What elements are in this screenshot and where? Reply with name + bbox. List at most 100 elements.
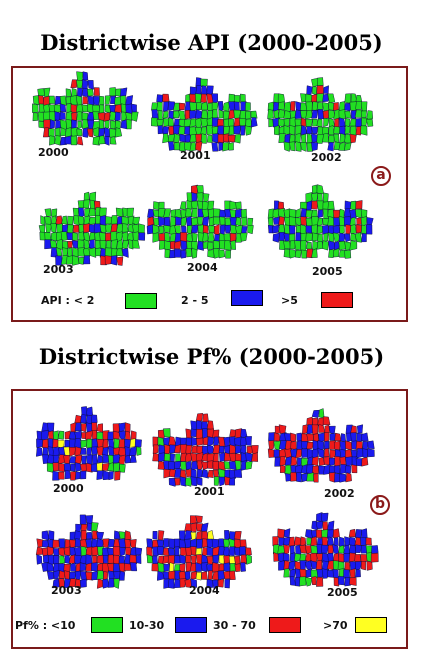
district-cell xyxy=(312,232,319,242)
district-cell xyxy=(324,424,330,435)
district-cell xyxy=(240,562,246,572)
district-cell xyxy=(189,538,197,548)
district-cell xyxy=(76,128,83,136)
district-cell xyxy=(119,87,128,98)
district-cell xyxy=(123,563,132,571)
district-cell xyxy=(350,200,357,211)
district-cell xyxy=(110,120,116,130)
district-cell xyxy=(277,93,286,104)
district-cell xyxy=(79,538,88,549)
district-cell xyxy=(302,424,308,435)
district-cell xyxy=(217,578,225,588)
legend-swatch-high xyxy=(269,617,301,633)
panel-badge-b: b xyxy=(370,495,390,515)
district-cell xyxy=(223,125,230,135)
district-cell xyxy=(316,134,325,144)
district-cell xyxy=(337,576,345,586)
district-cell xyxy=(92,454,98,465)
district-cell xyxy=(195,428,203,439)
district-cell xyxy=(32,103,39,113)
district-cell xyxy=(332,568,339,579)
district-cell xyxy=(46,546,55,557)
district-cell xyxy=(245,102,251,112)
district-cell xyxy=(322,126,329,136)
district-cell xyxy=(152,546,159,557)
district-cell xyxy=(340,433,346,443)
district-cell xyxy=(78,256,85,265)
district-cell xyxy=(157,546,165,556)
district-cell xyxy=(315,560,323,571)
district-cell xyxy=(327,216,336,227)
district-cell xyxy=(230,240,236,250)
district-cell xyxy=(190,522,198,533)
district-cell xyxy=(317,417,324,427)
district-cell xyxy=(239,118,247,127)
district-cell xyxy=(367,448,375,458)
district-cell xyxy=(40,215,45,226)
district-cell xyxy=(163,538,170,549)
district-cell xyxy=(98,119,105,129)
district-cell xyxy=(54,135,61,146)
district-cell xyxy=(184,578,192,588)
district-cell xyxy=(212,240,220,250)
district-cell xyxy=(361,117,368,127)
district-cell xyxy=(289,568,297,579)
district-cell xyxy=(43,119,51,129)
district-cell xyxy=(191,248,198,259)
district-cell xyxy=(187,225,192,235)
district-cell xyxy=(361,456,369,467)
district-cell xyxy=(158,216,165,227)
district-cell xyxy=(175,453,181,463)
district-cell xyxy=(186,216,192,227)
district-cell xyxy=(357,424,363,434)
district-cell xyxy=(91,570,98,581)
district-cell xyxy=(112,546,121,557)
district-cell xyxy=(112,454,120,464)
district-cell xyxy=(311,576,317,585)
district-cell xyxy=(300,249,308,259)
district-cell xyxy=(327,520,335,531)
district-cell xyxy=(77,239,85,250)
district-cell xyxy=(52,454,60,464)
district-cell xyxy=(332,528,340,539)
district-cell xyxy=(306,200,313,211)
district-cell xyxy=(129,446,137,457)
district-cell xyxy=(42,438,49,449)
district-cell xyxy=(345,472,352,483)
district-cell xyxy=(239,546,246,556)
district-cell xyxy=(207,200,215,210)
district-cell xyxy=(113,578,120,589)
district-cell xyxy=(96,462,103,473)
district-cell xyxy=(300,208,307,218)
district-cell xyxy=(367,440,375,449)
district-cell xyxy=(200,118,208,128)
district-cell xyxy=(185,248,193,258)
map-pf-2003 xyxy=(35,514,143,589)
district-cell xyxy=(135,547,143,556)
district-cell xyxy=(246,554,252,565)
district-cell xyxy=(96,423,103,433)
district-cell xyxy=(366,217,374,226)
district-cell xyxy=(206,135,213,143)
district-cell xyxy=(324,432,330,443)
district-cell xyxy=(295,232,302,242)
district-cell xyxy=(190,515,197,524)
district-cell xyxy=(234,531,242,540)
district-cell xyxy=(328,249,335,258)
district-cell xyxy=(354,561,363,571)
district-cell xyxy=(59,111,66,120)
district-cell xyxy=(317,77,324,86)
district-cell xyxy=(361,110,367,119)
district-cell xyxy=(241,216,248,227)
district-cell xyxy=(295,449,303,459)
district-cell xyxy=(99,95,105,106)
district-cell xyxy=(349,216,356,227)
district-cell xyxy=(163,216,171,227)
district-cell xyxy=(223,562,231,572)
district-cell xyxy=(41,540,49,548)
district-cell xyxy=(317,109,325,120)
district-cell xyxy=(114,530,121,540)
district-cell xyxy=(344,125,351,135)
district-cell xyxy=(92,96,101,106)
district-cell xyxy=(290,101,296,112)
